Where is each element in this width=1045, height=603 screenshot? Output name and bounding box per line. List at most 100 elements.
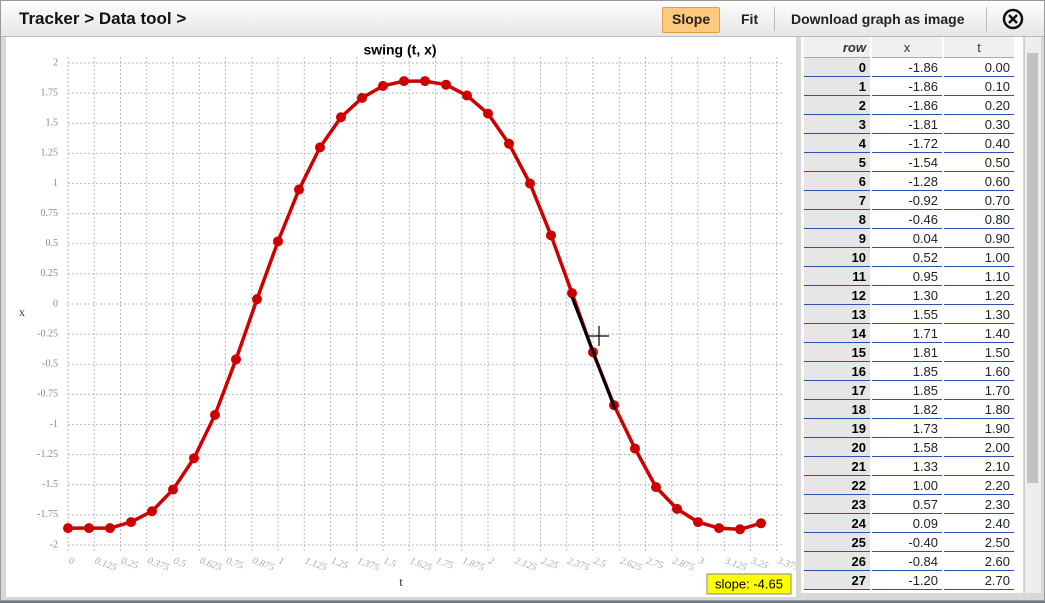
cell: -0.84	[872, 552, 942, 571]
data-table: row x t 0 -1.86 0.00 1 -1.86 0.10 2 -1.86 0.20 3 -1.8…	[801, 37, 1023, 593]
download-button[interactable]: Download graph as image	[791, 11, 965, 27]
x-tick-label: 3	[696, 555, 705, 567]
cell: 0.00	[944, 58, 1014, 77]
data-point	[630, 443, 640, 454]
data-point	[546, 230, 556, 241]
row-number: 19	[804, 419, 870, 438]
cell: 0.09	[872, 514, 942, 533]
table-row: 1 -1.86 0.10	[804, 77, 1014, 96]
data-point	[189, 453, 199, 464]
x-tick-label: 1.75	[434, 555, 454, 571]
x-tick-label: 1	[277, 555, 285, 567]
x-tick-label: 0.375	[146, 555, 171, 573]
row-number: 12	[804, 286, 870, 305]
data-point	[294, 184, 304, 195]
x-tick-label: 3.375	[775, 555, 796, 573]
column-header: t	[944, 37, 1014, 58]
x-tick-label: 1.375	[356, 555, 381, 573]
cell: 1.30	[872, 286, 942, 305]
row-number: 9	[804, 229, 870, 248]
chart-title: swing (t, x)	[363, 42, 436, 58]
scrollbar[interactable]	[1024, 37, 1041, 593]
plot-panel: swing (t, x) x t -2 -1.75 -1.5 -1.25 -1 -0.75…	[6, 37, 801, 597]
x-tick-label: 1.625	[408, 555, 433, 573]
cell: 2.70	[944, 571, 1014, 590]
fit-button[interactable]: Fit	[741, 11, 759, 27]
y-tick-label: -0.75	[37, 389, 58, 400]
separator	[774, 7, 775, 31]
data-point	[420, 76, 430, 87]
x-tick-label: 1.875	[461, 555, 486, 573]
x-tick-label: 1.5	[382, 555, 398, 570]
data-point	[441, 79, 451, 90]
cell: 2.30	[944, 495, 1014, 514]
data-point	[714, 523, 724, 534]
cell: -1.81	[872, 115, 942, 134]
table-row: 12 1.30 1.20	[804, 286, 1014, 305]
y-tick-label: 0.25	[41, 268, 59, 279]
row-number: 18	[804, 400, 870, 419]
y-tick-label: 2	[53, 57, 58, 68]
y-tick-label: 1.5	[46, 118, 59, 129]
cell: 1.60	[944, 362, 1014, 381]
x-tick-label: 0.25	[119, 555, 139, 571]
cell: 0.20	[944, 96, 1014, 115]
cell: 1.00	[944, 248, 1014, 267]
cell: 0.30	[944, 115, 1014, 134]
table-row: 25 -0.40 2.50	[804, 533, 1014, 552]
row-number: 20	[804, 438, 870, 457]
table-row: 24 0.09 2.40	[804, 514, 1014, 533]
cell: 1.33	[872, 457, 942, 476]
breadcrumb[interactable]: Tracker > Data tool >	[19, 9, 187, 28]
table-row: 14 1.71 1.40	[804, 324, 1014, 343]
x-axis-label: t	[399, 574, 403, 589]
y-tick-label: -1	[50, 419, 58, 430]
table-row: 8 -0.46 0.80	[804, 210, 1014, 229]
x-tick-label: 0.125	[93, 555, 118, 573]
row-number: 8	[804, 210, 870, 229]
row-number: 13	[804, 305, 870, 324]
column-header: row	[804, 37, 870, 58]
data-point	[315, 142, 325, 153]
row-number: 5	[804, 153, 870, 172]
data-point	[357, 92, 367, 103]
table-row: 22 1.00 2.20	[804, 476, 1014, 495]
table-row: 19 1.73 1.90	[804, 419, 1014, 438]
table-row: 21 1.33 2.10	[804, 457, 1014, 476]
x-tick-label: 2.125	[513, 555, 538, 573]
y-tick-label: -1.5	[42, 479, 58, 490]
row-number: 4	[804, 134, 870, 153]
x-tick-label: 0.875	[251, 555, 276, 573]
row-number: 25	[804, 533, 870, 552]
close-button[interactable]	[1002, 8, 1024, 30]
table-row: 17 1.85 1.70	[804, 381, 1014, 400]
x-tick-label: 3.125	[722, 555, 748, 573]
row-number: 1	[804, 77, 870, 96]
cell: 2.20	[944, 476, 1014, 495]
row-number: 10	[804, 248, 870, 267]
x-tick-label: 3.25	[749, 555, 770, 572]
y-tick-label: 0.75	[41, 208, 59, 219]
x-tick-label: 2.25	[539, 555, 559, 571]
data-point	[210, 409, 220, 420]
table-row: 13 1.55 1.30	[804, 305, 1014, 324]
row-number: 3	[804, 115, 870, 134]
cell: -1.86	[872, 77, 942, 96]
tangent-line	[570, 296, 617, 410]
cell: 0.95	[872, 267, 942, 286]
table-row: 15 1.81 1.50	[804, 343, 1014, 362]
cell: -0.40	[872, 533, 942, 552]
cell: 1.50	[944, 343, 1014, 362]
x-tick-label: 1.25	[329, 555, 349, 571]
row-number: 7	[804, 191, 870, 210]
data-point	[84, 523, 94, 534]
table-row: 9 0.04 0.90	[804, 229, 1014, 248]
column-header: x	[872, 37, 942, 58]
scroll-thumb[interactable]	[1027, 53, 1038, 483]
row-number: 16	[804, 362, 870, 381]
cell: -1.86	[872, 96, 942, 115]
slope-button[interactable]: Slope	[662, 7, 721, 33]
cell: 1.85	[872, 362, 942, 381]
cell: 0.10	[944, 77, 1014, 96]
data-point	[756, 518, 766, 529]
